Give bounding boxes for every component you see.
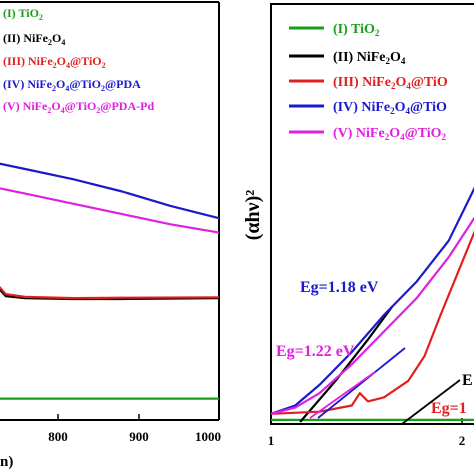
annotation-eg-partial: Eg=1 — [431, 400, 467, 417]
left-panel: 800 900 1000 n) (I) TiO2 (II) NiFe2O4 (I… — [0, 1, 221, 470]
right-legend-5-text: (V) NiFe — [333, 126, 385, 141]
left-legend-4-text: (IV) NiFe — [3, 77, 53, 91]
right-legend-2-text: (II) NiFe — [333, 50, 386, 65]
left-series-line-2 — [0, 287, 220, 301]
right-legend-4-text: (IV) NiFe — [333, 100, 390, 115]
left-legend-entry-3: (III) NiFe2O4@TiO2 — [3, 54, 106, 70]
left-series-group — [0, 162, 220, 400]
right-legend-entry-5: (V) NiFe2O4@TiO2 — [333, 126, 446, 142]
annotation-eg-1-18: Eg=1.18 eV — [300, 279, 379, 296]
left-legend: (I) TiO2 (II) NiFe2O4 (III) NiFe2O4@TiO2… — [3, 6, 154, 115]
right-series-line-5 — [270, 216, 474, 415]
right-y-axis-label: (αhν)² — [242, 190, 264, 241]
annotation-e-partial: E — [462, 372, 473, 389]
right-legend-entry-4: (IV) NiFe2O4@TiO — [333, 100, 447, 116]
annotation-eg-1-22: Eg=1.22 eV — [276, 343, 355, 360]
right-legend: (I) TiO2 (II) NiFe2O4 (III) NiFe2O4@TiO … — [289, 22, 448, 142]
left-legend-entry-1: (I) TiO2 — [3, 6, 43, 22]
right-series-line-2 — [299, 305, 394, 423]
right-legend-entry-3: (III) NiFe2O4@TiO — [333, 75, 448, 91]
right-legend-3-text: (III) NiFe — [333, 75, 391, 90]
right-legend-entry-2: (II) NiFe2O4 — [333, 50, 406, 66]
left-tick-label-800: 800 — [48, 429, 68, 444]
fit-line-magenta — [309, 371, 376, 419]
right-tick-label-1: 1 — [268, 433, 275, 448]
left-legend-entry-4: (IV) NiFe2O4@TiO2@PDA — [3, 77, 141, 93]
left-series-line-3 — [0, 285, 220, 300]
right-panel: 1 2 (αhν)² Eg=1.18 eV Eg=1.22 eV E Eg=1 … — [242, 3, 474, 448]
left-legend-entry-5: (V) NiFe2O4@TiO2@PDA-Pd — [3, 99, 154, 115]
left-series-line-5 — [0, 187, 220, 234]
right-legend-entry-1: (I) TiO2 — [333, 22, 380, 38]
left-legend-1-sub: 2 — [39, 13, 43, 22]
right-legend-1-text: (I) TiO — [333, 22, 375, 37]
left-series-line-4 — [0, 162, 220, 220]
left-legend-5-text: (V) NiFe — [3, 99, 48, 113]
left-tick-label-1000: 1000 — [195, 429, 221, 444]
fit-line-blue — [317, 347, 406, 419]
left-tick-label-900: 900 — [129, 429, 149, 444]
right-series-line-4 — [270, 186, 474, 415]
right-series-group — [270, 186, 474, 425]
left-legend-entry-2: (II) NiFe2O4 — [3, 31, 65, 47]
right-series-line-3 — [270, 230, 474, 415]
left-x-axis-label-partial: n) — [0, 454, 13, 470]
left-legend-1-text: (I) TiO — [3, 6, 39, 20]
right-plot-frame — [270, 3, 474, 425]
left-legend-2-text: (II) NiFe — [3, 31, 49, 45]
fit-line-black — [401, 379, 461, 425]
left-legend-3-text: (III) NiFe — [3, 54, 53, 68]
right-tick-label-2: 2 — [459, 433, 466, 448]
